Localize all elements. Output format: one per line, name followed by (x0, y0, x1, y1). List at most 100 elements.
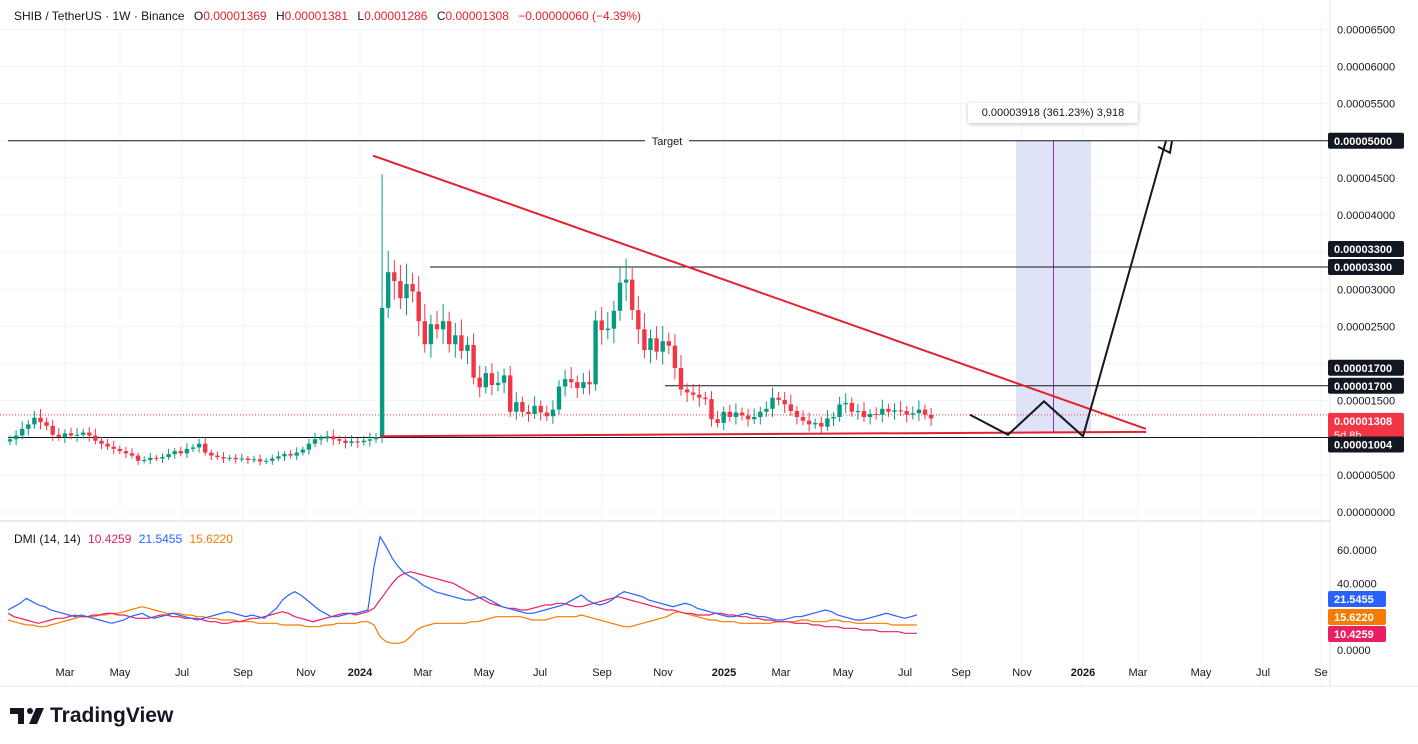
candle-body (642, 329, 647, 351)
adx-line (7, 606, 917, 644)
candle-body (32, 417, 37, 425)
candle-body (20, 428, 25, 436)
y-tick-label: 0.00004500 (1337, 173, 1395, 185)
dmi-value-label-text: 21.5455 (1334, 594, 1374, 606)
candle-body (806, 420, 812, 425)
candle-body (538, 405, 543, 413)
candle-body (349, 441, 354, 443)
symbol-title[interactable]: SHIB / TetherUS · 1W · Binance (14, 9, 185, 23)
candle-body (87, 432, 92, 436)
candle-body (355, 441, 360, 443)
candle-body (660, 341, 665, 352)
candle-body (233, 457, 238, 460)
tradingview-logo[interactable]: TradingView (10, 704, 173, 728)
candle-body (501, 375, 507, 383)
candle-body (257, 459, 263, 462)
candle-body (837, 404, 842, 417)
candle-body (276, 456, 281, 459)
low-label: L (357, 9, 365, 23)
candle-body (306, 443, 312, 450)
candle-body (556, 386, 562, 410)
candle-body (245, 458, 251, 461)
chart-header: SHIB / TetherUS · 1W · Binance O 0.000013… (14, 9, 641, 23)
candle-body (788, 404, 793, 412)
candle-body (477, 377, 482, 388)
candle-body (569, 379, 574, 383)
y-tick-label: 0.00003000 (1337, 284, 1395, 296)
candle-body (514, 402, 519, 412)
candle-body (50, 425, 55, 435)
dmi-title[interactable]: DMI (14, 14) (14, 532, 81, 546)
candle-body (587, 382, 592, 385)
candle-body (758, 411, 763, 417)
candle-body (392, 272, 397, 282)
candle-body (294, 452, 299, 456)
candle-body (666, 341, 671, 346)
candle-body (636, 310, 641, 330)
candle-body (727, 411, 732, 417)
y-tick-label: 0.00001500 (1337, 396, 1395, 408)
candle-body (111, 446, 116, 449)
dmi-y-tick-label: 0.0000 (1337, 645, 1371, 657)
candle-body (379, 307, 385, 438)
measure-label[interactable]: 0.00003918 (361.23%) 3,918 (968, 103, 1138, 123)
candle-body (874, 414, 879, 415)
candle-body (776, 397, 781, 400)
candle-body (447, 321, 452, 345)
candle-body (166, 454, 171, 458)
x-tick-label: Sep (233, 667, 253, 679)
candle-body (148, 457, 153, 461)
low-value: 0.00001286 (364, 9, 428, 23)
dmi-y-tick-label: 40.0000 (1337, 578, 1377, 590)
price-label-text: 0.00003300 (1334, 262, 1392, 274)
x-tick-label: Se (1314, 667, 1327, 679)
candle-body (483, 373, 488, 388)
y-tick-label: 0.00002500 (1337, 321, 1395, 333)
dmi-value-label-box (1328, 591, 1386, 607)
candle-body (526, 411, 531, 414)
candle-body (135, 455, 141, 461)
candle-body (733, 412, 739, 417)
candle-body (105, 443, 110, 447)
x-tick-label: Nov (653, 667, 673, 679)
triangle-lower-line (379, 430, 1147, 438)
candle-body (581, 382, 586, 389)
close-value: 0.00001308 (445, 9, 509, 23)
triangle-upper-line (372, 154, 1147, 430)
candle-body (922, 409, 928, 415)
y-tick-label: 0.00006500 (1337, 24, 1395, 36)
candle-body (831, 416, 836, 419)
candle-body (62, 433, 68, 438)
candle-body (129, 453, 135, 456)
open-label: O (193, 9, 204, 23)
candle-body (630, 279, 635, 311)
price-label-box (1328, 359, 1404, 376)
candle-body (782, 399, 787, 405)
candle-body (825, 418, 830, 427)
candle-body (489, 373, 495, 386)
candle-body (13, 435, 19, 440)
candle-body (367, 439, 373, 441)
candle-body (300, 449, 305, 453)
x-tick-label: Jul (533, 667, 547, 679)
x-tick-label: May (833, 667, 854, 679)
x-tick-label: Nov (296, 667, 316, 679)
candle-body (318, 438, 324, 440)
candle-body (684, 389, 690, 393)
candle-body (184, 448, 190, 454)
x-tick-label: Mar (56, 667, 75, 679)
candle-body (880, 408, 885, 415)
brand-name: TradingView (50, 704, 174, 727)
x-tick-label: Jul (175, 667, 189, 679)
y-tick-label: 0.00006000 (1337, 62, 1395, 74)
candle-body (361, 440, 366, 443)
candle-body (800, 416, 806, 421)
candle-body (739, 412, 745, 416)
candle-body (93, 435, 98, 441)
projection-arrowhead (1157, 140, 1173, 155)
price-label-box (1328, 241, 1404, 257)
candle-body (44, 422, 49, 426)
candle-body (617, 282, 623, 311)
